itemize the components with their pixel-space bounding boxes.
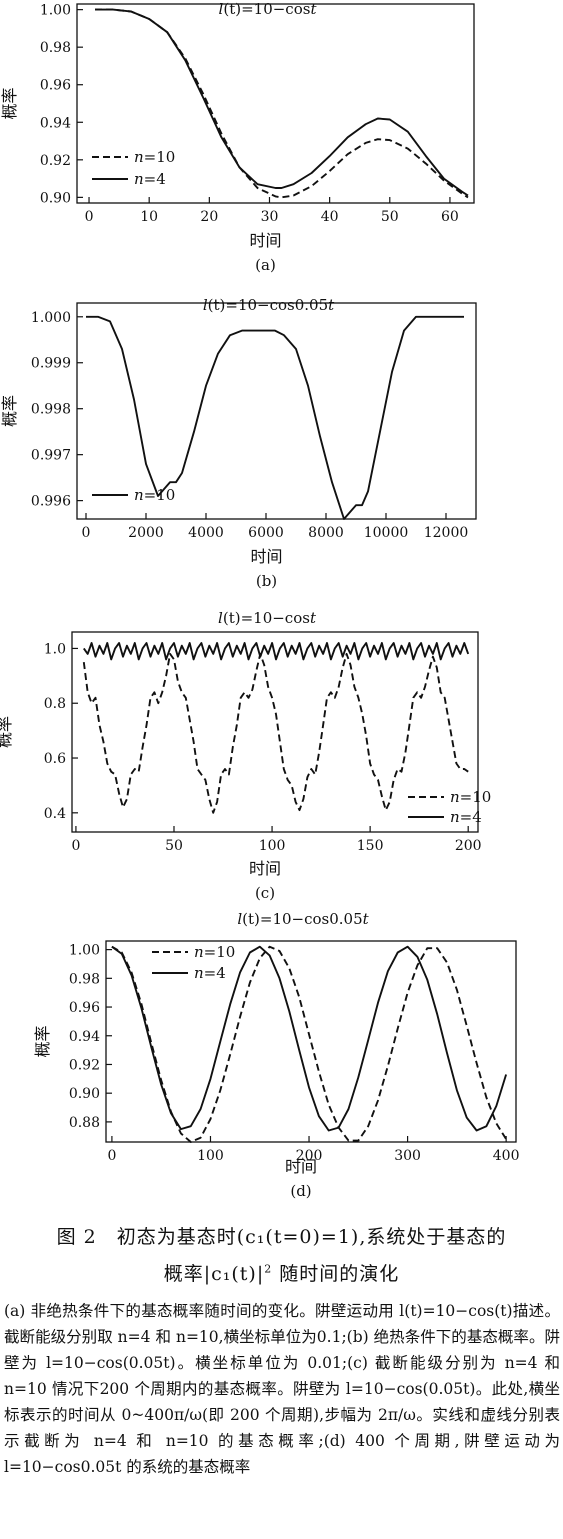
panel-b-frame (76, 302, 477, 520)
panel-a-x-tick-label: 20 (200, 209, 218, 225)
panel-b-y-tick-label: 0.996 (31, 494, 71, 510)
panel-d-legend-label: n=10 (194, 943, 235, 961)
panel-c-x-axis-label: 时间 (249, 859, 281, 878)
panel-a-series-line-n-4 (95, 8, 469, 197)
panel-d-y-tick-label: 0.88 (69, 1115, 100, 1131)
panel-a-y-tick-label: 1.00 (40, 3, 71, 19)
figure-caption-description: (a) 非绝热条件下的基态概率随时间的变化。阱壁运动用 l(t)=10−cos(… (4, 1302, 560, 1476)
panel-d-x-tick-label: 200 (296, 1148, 323, 1164)
panel-b-legend-label: n=10 (134, 486, 175, 504)
panel-d-legend-label: n=4 (194, 964, 226, 982)
panel-b-y-tick-label: 0.999 (31, 356, 71, 372)
panel-b-title: l(t)=10−cos0.05t (203, 296, 335, 314)
figure-caption-title: 图 2 初态为基态时(c₁(t=0)=1),系统处于基态的 概率|c₁(t)|2… (0, 1222, 563, 1286)
panel-a-legend-label: n=10 (134, 148, 175, 166)
panel-a-y-tick-label: 0.90 (40, 190, 71, 206)
panel-b-x-tick-label: 12000 (424, 525, 469, 541)
panel-b-x-tick-label: 8000 (308, 525, 344, 541)
panel-b-x-tick-label: 4000 (188, 525, 224, 541)
panel-a-y-tick-label: 0.96 (40, 78, 71, 94)
caption-title-line-2-prefix: 概率|c₁(t)| (163, 1263, 265, 1285)
panel-c-legend-label: n=4 (450, 808, 482, 826)
panel-a-frame (76, 3, 475, 204)
panel-d-y-tick-label: 0.92 (69, 1057, 100, 1073)
panel-c-y-tick-label: 0.6 (44, 751, 66, 767)
panel-d-x-tick-label: 0 (107, 1148, 116, 1164)
panel-c-x-tick-label: 100 (259, 838, 286, 854)
panel-a-x-tick-label: 50 (381, 209, 399, 225)
panel-b-panel-label: (b) (256, 572, 277, 590)
panel-a-x-tick-label: 0 (85, 209, 94, 225)
panel-b-y-tick-label: 1.000 (31, 310, 71, 326)
panel-c-x-tick-label: 200 (455, 838, 482, 854)
panel-c-legend-label: n=10 (450, 788, 491, 806)
panel-c-series-line-n-4 (83, 642, 470, 661)
caption-title-line-2-suffix: 随时间的演化 (272, 1263, 400, 1285)
panel-a-x-axis-label: 时间 (249, 231, 281, 250)
panel-b-series-line-n-10 (86, 315, 464, 520)
panel-c-y-tick-label: 0.4 (44, 806, 66, 822)
panel-c-y-tick-label: 0.8 (44, 696, 66, 712)
panel-d-y-tick-label: 0.98 (69, 971, 100, 987)
panel-d-panel-label: (d) (290, 1182, 311, 1200)
panel-b-x-tick-label: 10000 (364, 525, 409, 541)
caption-title-line-1: 图 2 初态为基态时(c₁(t=0)=1),系统处于基态的 (56, 1226, 507, 1248)
panel-d-frame (105, 940, 517, 1143)
panel-b-x-tick-label: 2000 (128, 525, 164, 541)
panel-c-y-axis-label: 概率 (0, 716, 14, 748)
caption-title-line-2: 概率|c₁(t)|2 随时间的演化 (0, 1259, 563, 1286)
panel-c-series-line-n-10 (82, 652, 469, 814)
panel-a-panel-label: (a) (255, 256, 276, 274)
panel-d-x-tick-label: 300 (394, 1148, 421, 1164)
panel-c-x-tick-label: 50 (165, 838, 183, 854)
panel-d-series-line-n-4 (111, 945, 508, 1132)
panel-d-x-axis-label: 时间 (285, 1157, 317, 1176)
panel-a-x-tick-label: 40 (321, 209, 339, 225)
panel-c-x-tick-label: 150 (357, 838, 384, 854)
panel-d-x-tick-label: 400 (493, 1148, 520, 1164)
panel-d-y-tick-label: 0.94 (69, 1029, 100, 1045)
panel-a-y-axis-label: 概率 (0, 87, 19, 119)
figure-panels: 0 10 20 30 40 50 600.900.920.940.960.981.00 l(t… (0, 0, 520, 1200)
panel-a-x-tick-label: 30 (261, 209, 279, 225)
panel-c-title: l(t)=10−cost (218, 609, 317, 627)
panel-b-y-axis-label: 概率 (0, 395, 19, 427)
panel-c-x-tick-label: 0 (71, 838, 80, 854)
caption-title-superscript: 2 (264, 1262, 273, 1276)
panel-d-y-tick-label: 0.96 (69, 1000, 100, 1016)
panel-a-title: l(t)=10−cost (219, 0, 318, 18)
panel-a-legend-label: n=4 (134, 170, 166, 188)
panel-d-x-tick-label: 100 (197, 1148, 224, 1164)
panel-d-y-axis-label: 概率 (33, 1025, 52, 1057)
panel-a-x-tick-label: 60 (441, 209, 459, 225)
panel-b-x-axis-label: 时间 (250, 547, 282, 566)
panel-d-series-line-n-10 (111, 945, 507, 1143)
panel-a-x-tick-label: 10 (140, 209, 158, 225)
panel-d-y-tick-label: 0.90 (69, 1086, 100, 1102)
panel-b-y-tick-label: 0.997 (31, 448, 71, 464)
panel-c-panel-label: (c) (255, 884, 275, 902)
panel-d-title: l(t)=10−cos0.05t (237, 910, 369, 928)
panel-a-series-line-n-10 (95, 8, 469, 199)
panel-c-y-tick-label: 1.0 (44, 641, 66, 657)
panel-c-frame (71, 631, 479, 833)
panel-b-y-tick-label: 0.998 (31, 402, 71, 418)
panel-b-x-tick-label: 6000 (248, 525, 284, 541)
panel-a-y-tick-label: 0.92 (40, 153, 71, 169)
panel-d-y-tick-label: 1.00 (69, 943, 100, 959)
panel-a-y-tick-label: 0.94 (40, 115, 71, 131)
panel-b-x-tick-label: 0 (82, 525, 91, 541)
panel-a-y-tick-label: 0.98 (40, 40, 71, 56)
